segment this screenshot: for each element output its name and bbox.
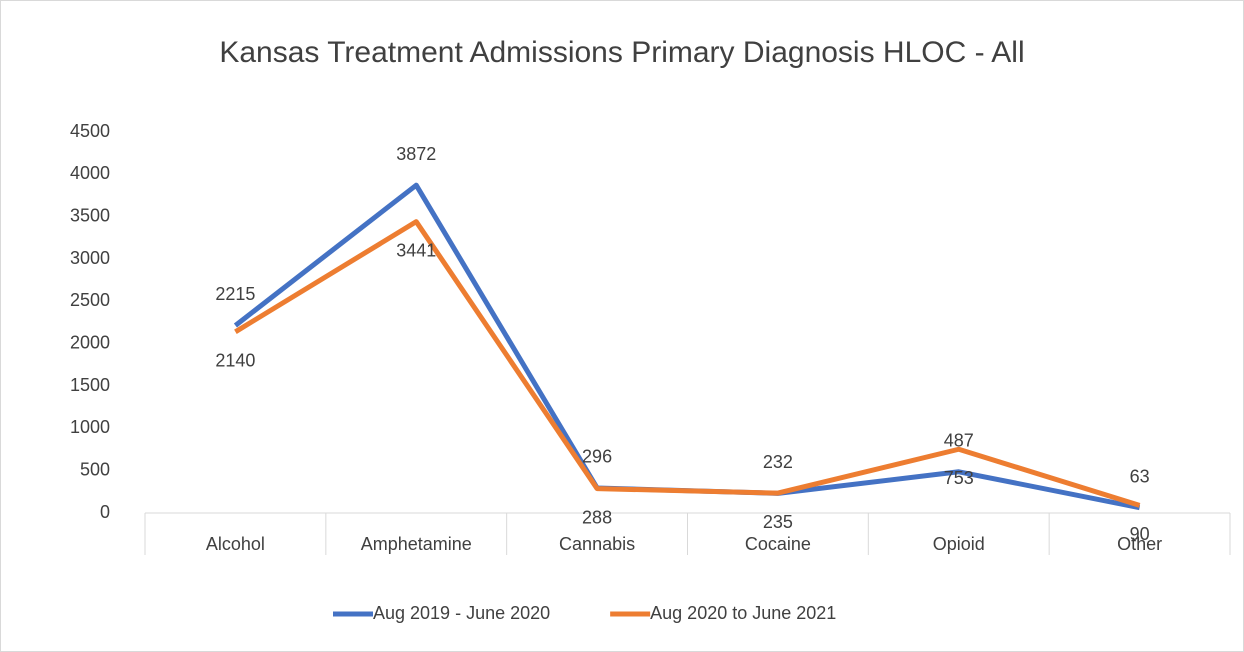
data-label: 232 — [763, 452, 793, 472]
y-tick-label: 4500 — [70, 121, 110, 141]
y-tick-label: 2500 — [70, 290, 110, 310]
y-tick-label: 500 — [80, 459, 110, 479]
y-tick-label: 1000 — [70, 417, 110, 437]
data-label: 487 — [944, 431, 974, 451]
legend-label: Aug 2020 to June 2021 — [650, 603, 836, 623]
data-label: 296 — [582, 447, 612, 467]
data-label: 753 — [944, 468, 974, 488]
data-label: 235 — [763, 512, 793, 532]
x-tick-label: Alcohol — [206, 534, 265, 554]
y-tick-label: 2000 — [70, 332, 110, 352]
data-label: 3872 — [396, 144, 436, 164]
x-tick-label: Cocaine — [745, 534, 811, 554]
y-tick-label: 4000 — [70, 163, 110, 183]
legend-label: Aug 2019 - June 2020 — [373, 603, 550, 623]
x-tick-label: Other — [1117, 534, 1162, 554]
y-tick-label: 3500 — [70, 205, 110, 225]
data-label: 2215 — [215, 284, 255, 304]
data-label: 90 — [1130, 524, 1150, 544]
data-label: 2140 — [215, 351, 255, 371]
y-tick-label: 0 — [100, 502, 110, 522]
data-label: 3441 — [396, 240, 436, 260]
y-tick-label: 3000 — [70, 248, 110, 268]
series-line — [234, 219, 1141, 508]
x-tick-label: Amphetamine — [361, 534, 472, 554]
x-tick-label: Opioid — [933, 534, 985, 554]
data-label: 288 — [582, 507, 612, 527]
chart-title: Kansas Treatment Admissions Primary Diag… — [219, 36, 1024, 69]
y-tick-label: 1500 — [70, 375, 110, 395]
data-label: 63 — [1130, 466, 1150, 486]
x-tick-label: Cannabis — [559, 534, 635, 554]
